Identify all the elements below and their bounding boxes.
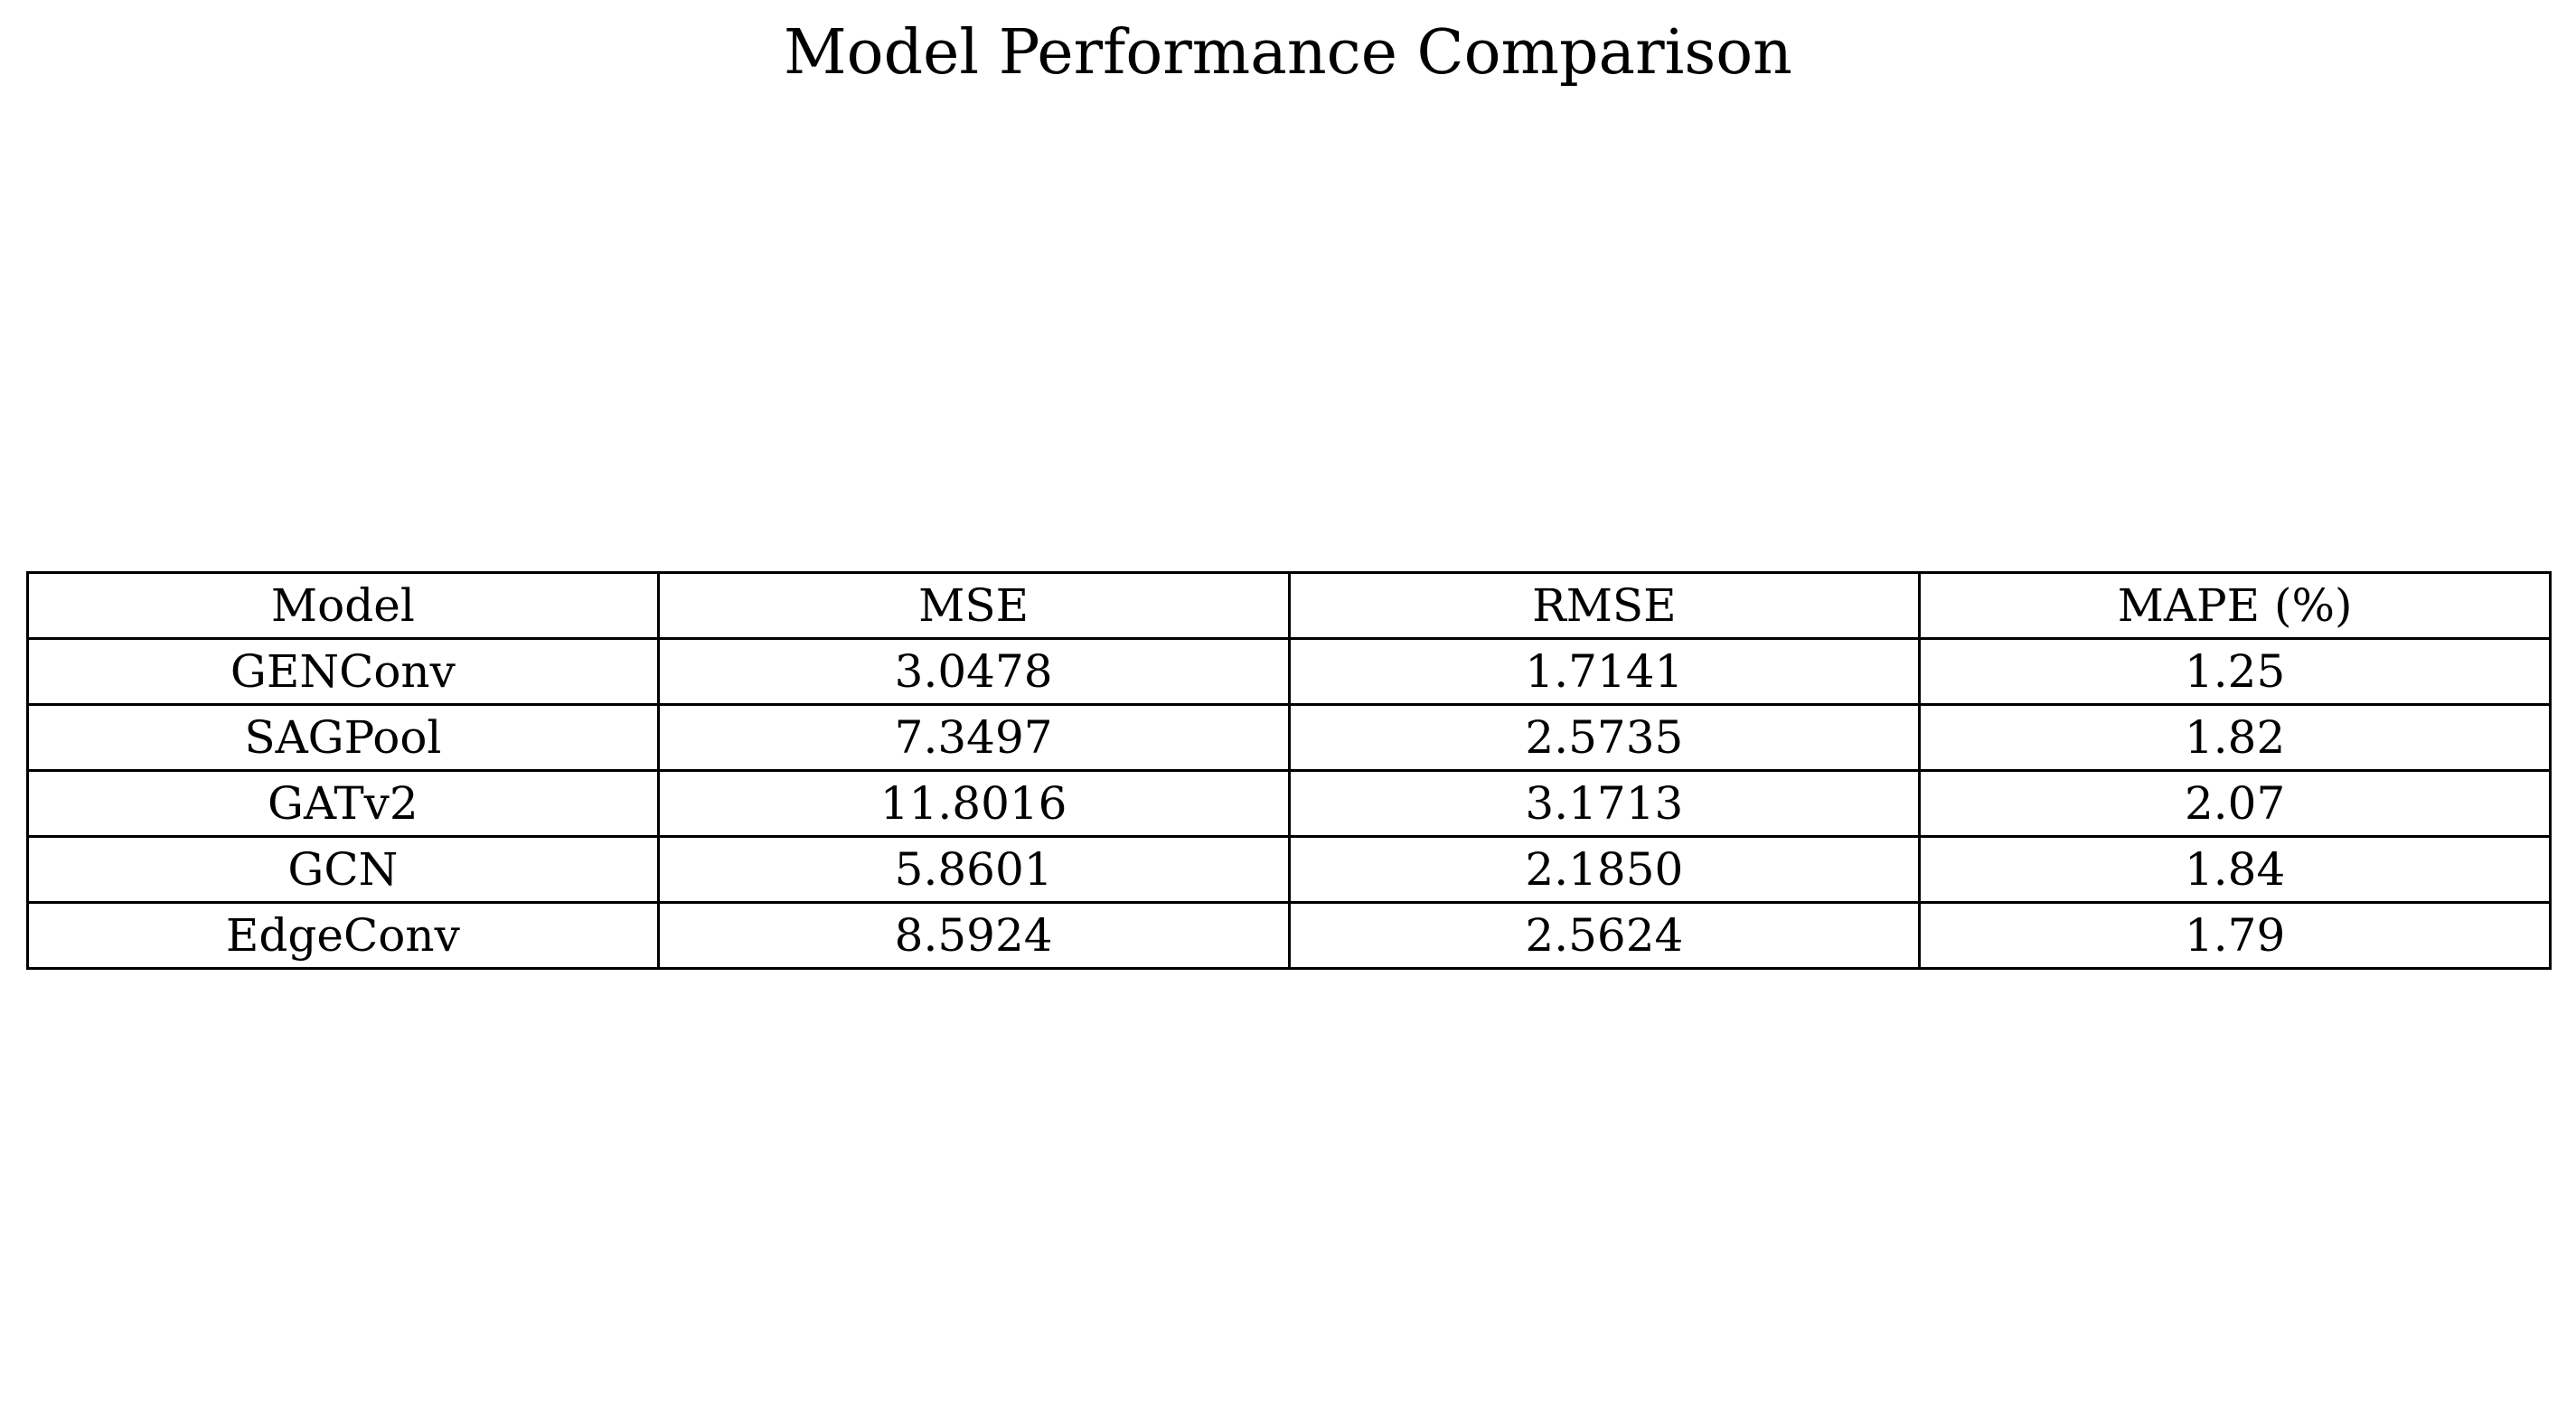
cell-mse: 11.8016 bbox=[656, 769, 1291, 838]
chart-title: Model Performance Comparison bbox=[784, 17, 1792, 89]
table-header: Model MSE RMSE MAPE (%) bbox=[26, 571, 2552, 640]
header-cell-rmse: RMSE bbox=[1287, 571, 1922, 640]
cell-mse: 7.3497 bbox=[656, 703, 1291, 772]
header-row: Model MSE RMSE MAPE (%) bbox=[26, 571, 2552, 640]
cell-mse: 3.0478 bbox=[656, 637, 1291, 706]
performance-table: Model MSE RMSE MAPE (%) GENConv 3.0478 1… bbox=[26, 571, 2552, 970]
cell-mape: 1.25 bbox=[1918, 637, 2552, 706]
cell-rmse: 2.5735 bbox=[1287, 703, 1922, 772]
cell-rmse: 2.1850 bbox=[1287, 835, 1922, 904]
table-row: GCN 5.8601 2.1850 1.84 bbox=[26, 835, 2552, 904]
cell-mape: 1.84 bbox=[1918, 835, 2552, 904]
cell-rmse: 1.7141 bbox=[1287, 637, 1922, 706]
table-row: GATv2 11.8016 3.1713 2.07 bbox=[26, 769, 2552, 838]
table-row: SAGPool 7.3497 2.5735 1.82 bbox=[26, 703, 2552, 772]
header-cell-mse: MSE bbox=[656, 571, 1291, 640]
table-row: EdgeConv 8.5924 2.5624 1.79 bbox=[26, 901, 2552, 970]
header-cell-mape: MAPE (%) bbox=[1918, 571, 2552, 640]
cell-mape: 2.07 bbox=[1918, 769, 2552, 838]
cell-model: SAGPool bbox=[26, 703, 660, 772]
cell-mape: 1.82 bbox=[1918, 703, 2552, 772]
header-cell-model: Model bbox=[26, 571, 660, 640]
cell-mse: 5.8601 bbox=[656, 835, 1291, 904]
cell-model: GENConv bbox=[26, 637, 660, 706]
cell-mse: 8.5924 bbox=[656, 901, 1291, 970]
table-body: GENConv 3.0478 1.7141 1.25 SAGPool 7.349… bbox=[26, 637, 2552, 970]
cell-rmse: 2.5624 bbox=[1287, 901, 1922, 970]
performance-table-container: Model MSE RMSE MAPE (%) GENConv 3.0478 1… bbox=[26, 571, 2552, 970]
cell-mape: 1.79 bbox=[1918, 901, 2552, 970]
table-row: GENConv 3.0478 1.7141 1.25 bbox=[26, 637, 2552, 706]
cell-model: GATv2 bbox=[26, 769, 660, 838]
cell-model: GCN bbox=[26, 835, 660, 904]
cell-rmse: 3.1713 bbox=[1287, 769, 1922, 838]
cell-model: EdgeConv bbox=[26, 901, 660, 970]
